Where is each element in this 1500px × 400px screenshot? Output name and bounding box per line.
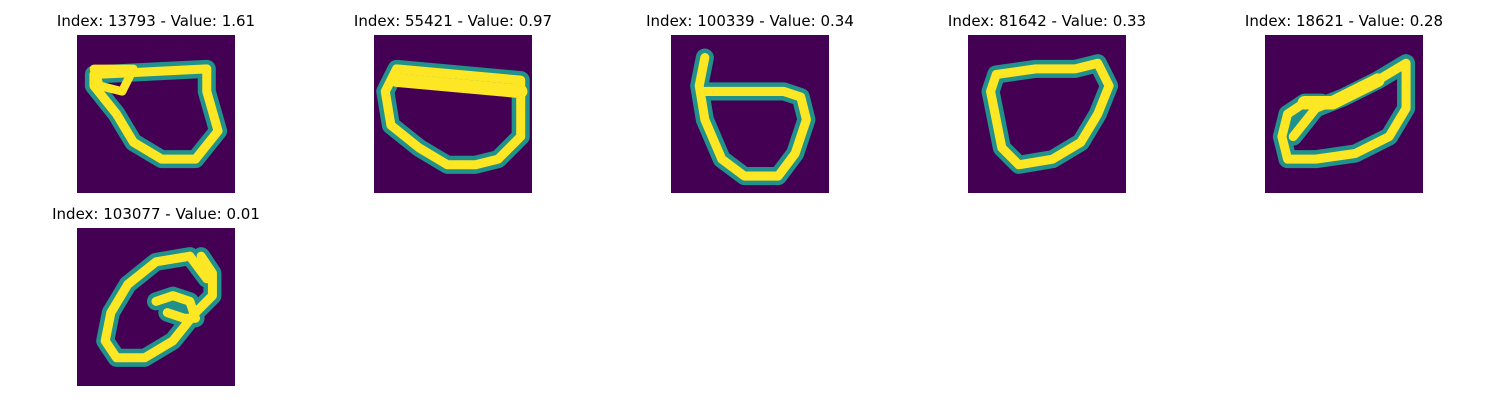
- panel-title: Index: 18621 - Value: 0.28: [1244, 12, 1444, 30]
- handwritten-digit-0-icon: [77, 228, 235, 386]
- panel-title: Index: 81642 - Value: 0.33: [947, 12, 1147, 30]
- panel-title: Index: 55421 - Value: 0.97: [353, 12, 553, 30]
- handwritten-digit-6-icon: [671, 35, 829, 193]
- handwritten-digit-0-icon: [374, 35, 532, 193]
- panel-title: Index: 13793 - Value: 1.61: [56, 12, 256, 30]
- handwritten-digit-0-icon: [77, 35, 235, 193]
- panel-title: Index: 103077 - Value: 0.01: [52, 205, 260, 223]
- panel-title: Index: 100339 - Value: 0.34: [646, 12, 854, 30]
- handwritten-digit-0-icon: [1265, 35, 1423, 193]
- handwritten-digit-0-icon: [968, 35, 1126, 193]
